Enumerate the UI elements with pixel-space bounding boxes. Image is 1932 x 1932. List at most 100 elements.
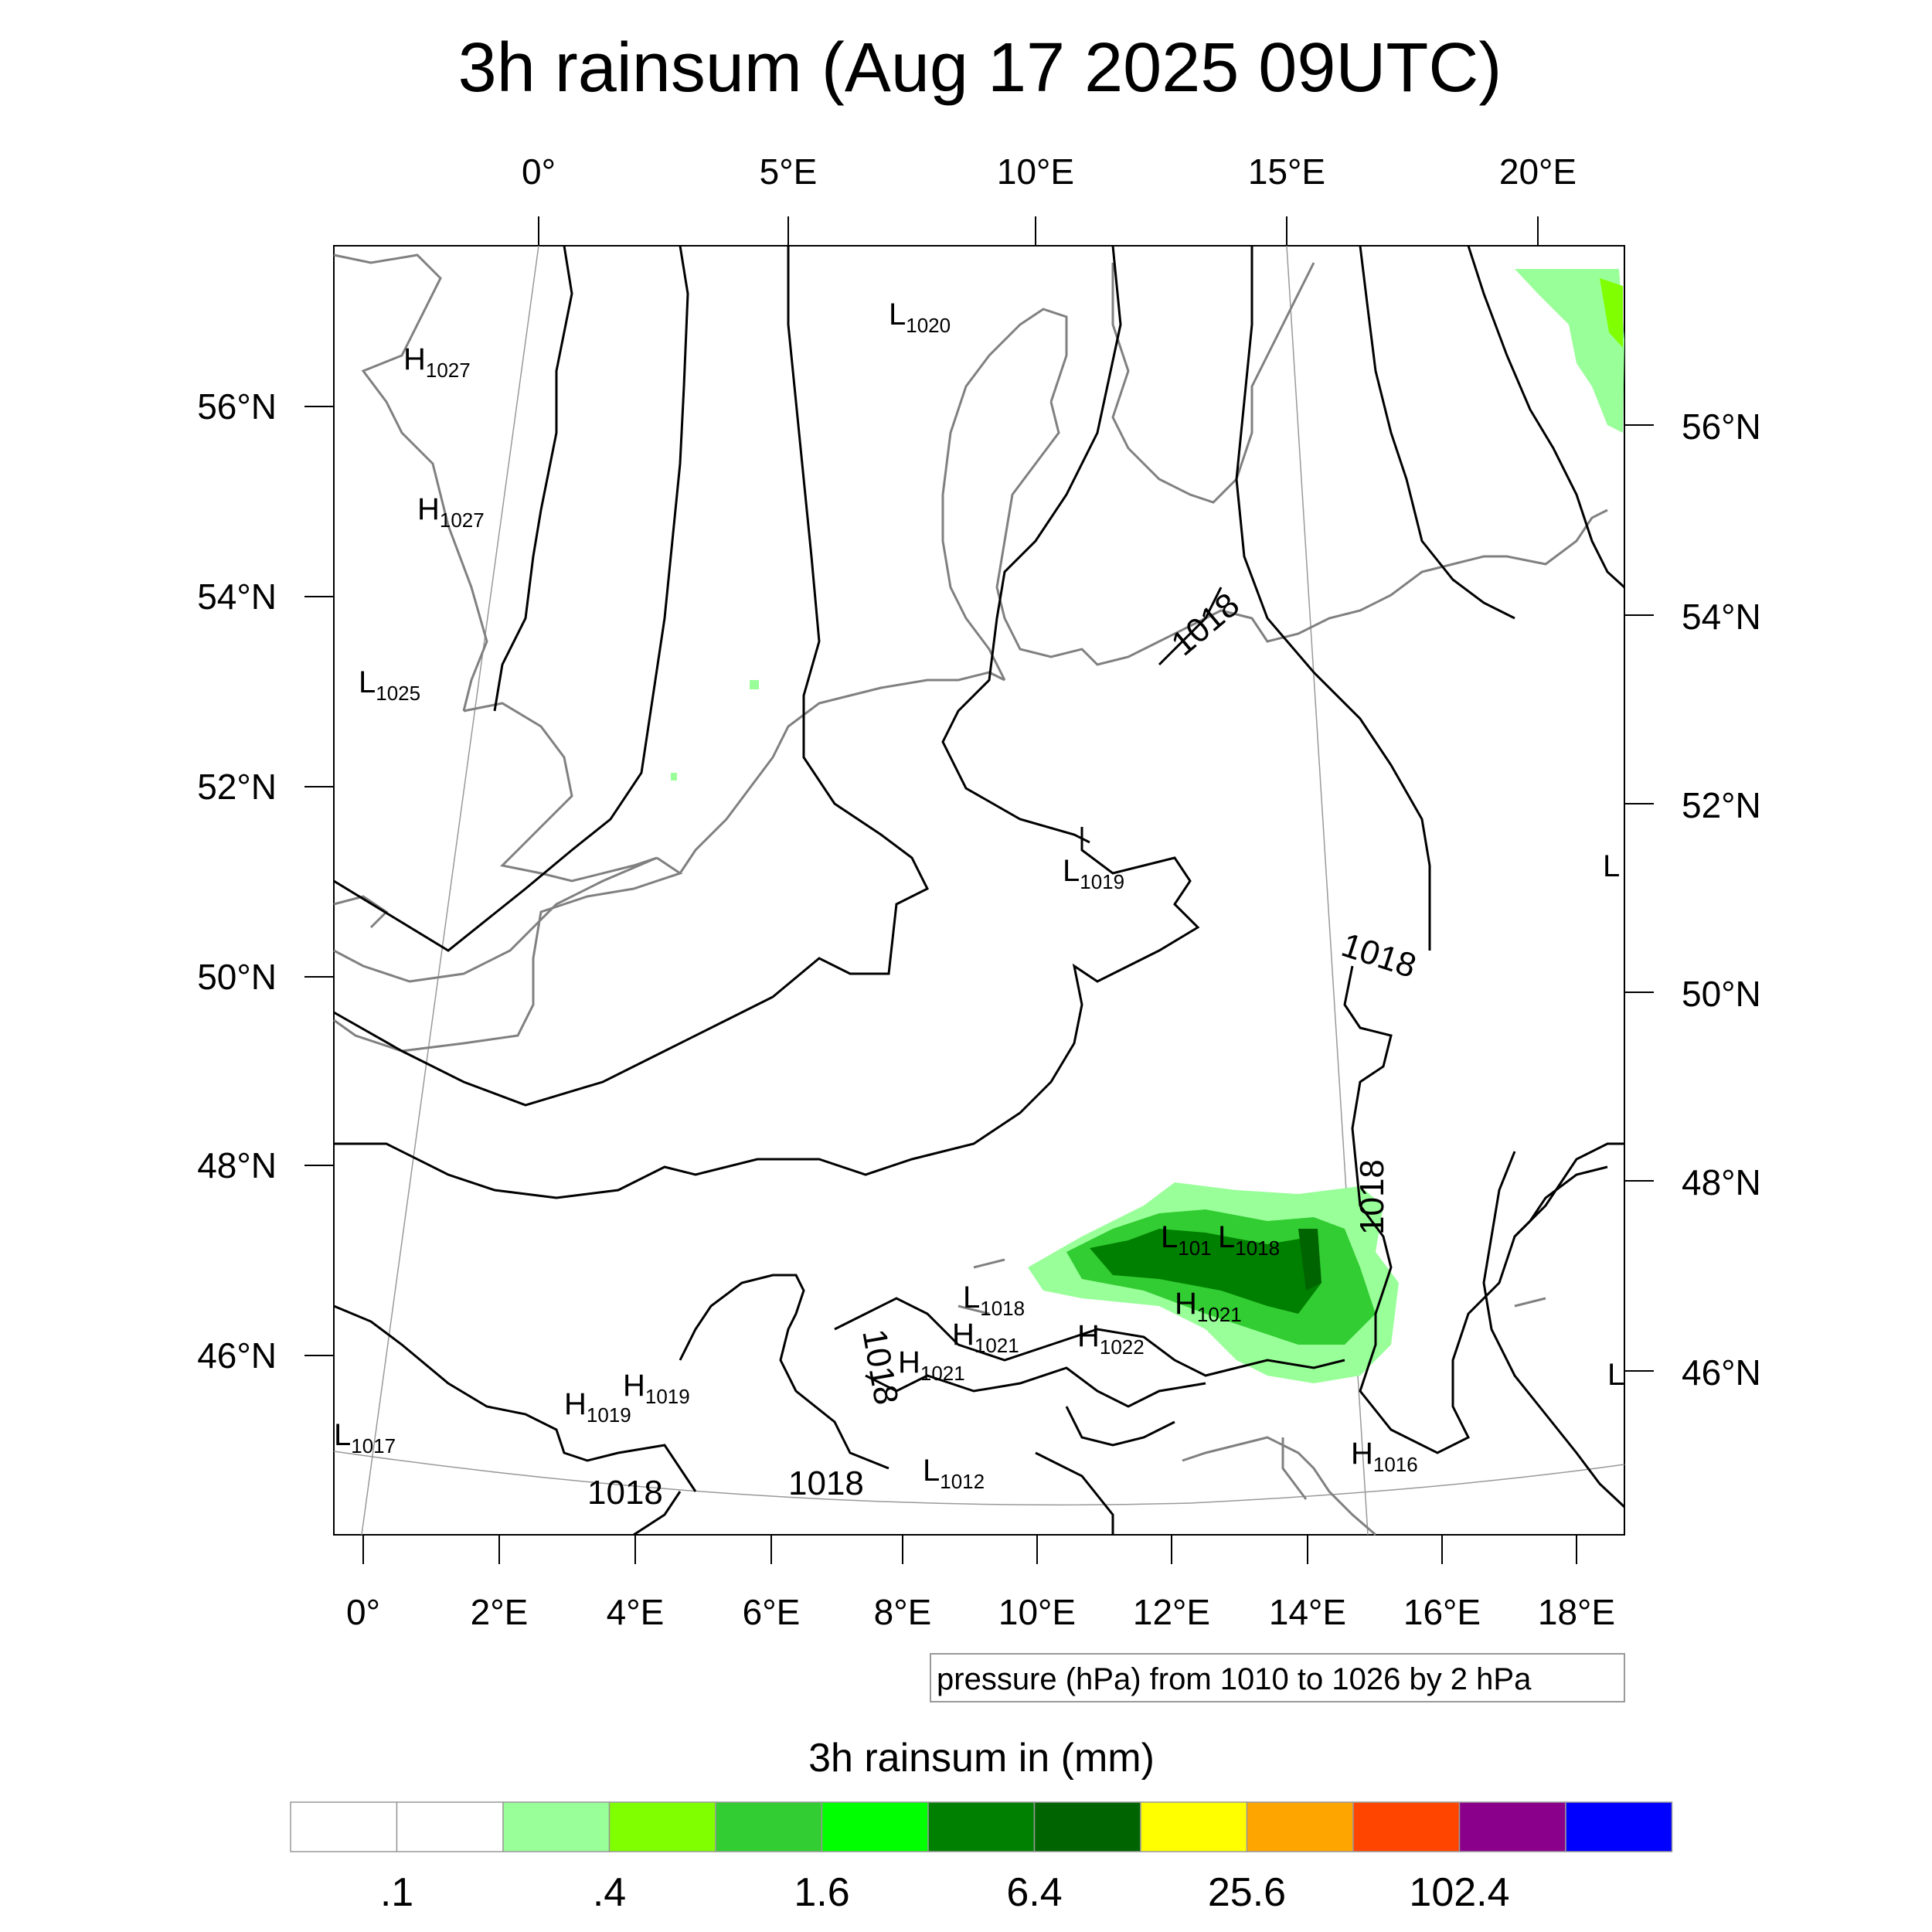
pressure-center: H1021 bbox=[1175, 1287, 1242, 1326]
coast-wales bbox=[333, 895, 389, 929]
bottom-ticks bbox=[362, 1535, 1577, 1564]
coast-benelux bbox=[679, 671, 1005, 874]
pressure-center: L1018 bbox=[1218, 1220, 1280, 1260]
colorbar-bin bbox=[290, 1801, 398, 1852]
right-latitude-labels: 56°N 54°N 52°N 50°N 48°N 46°N bbox=[1682, 406, 1761, 1393]
bottom-lon-label: 12°E bbox=[1133, 1592, 1210, 1632]
colorbar-tick-label: 1.6 bbox=[794, 1870, 849, 1915]
pressure-center: L1019 bbox=[1063, 854, 1124, 893]
top-lon-label: 5°E bbox=[760, 151, 818, 192]
pressure-center: L1017 bbox=[334, 1418, 396, 1458]
coast-england-south bbox=[333, 856, 658, 983]
coast-england-east bbox=[463, 702, 658, 883]
right-lat-label: 46°N bbox=[1682, 1352, 1761, 1393]
coast-alps-lakes bbox=[957, 1258, 1546, 1315]
map-title: 3h rainsum (Aug 17 2025 09UTC) bbox=[458, 29, 1502, 107]
pressure-center: L bbox=[1607, 1358, 1624, 1392]
colorbar-tick-label: 25.6 bbox=[1208, 1870, 1286, 1915]
left-lat-label: 50°N bbox=[197, 957, 277, 997]
isobar-east-2 bbox=[1467, 245, 1626, 589]
pressure-center: H1027 bbox=[417, 492, 485, 532]
colorbar-bin bbox=[1140, 1801, 1248, 1852]
right-lat-label: 50°N bbox=[1682, 974, 1761, 1014]
isobar-central-3 bbox=[334, 827, 1200, 1199]
colorbar-tick-labels: .1 .4 1.6 6.4 25.6 102.4 bbox=[380, 1870, 1510, 1915]
isobar-west-2 bbox=[333, 245, 689, 952]
pressure-center: H1019 bbox=[564, 1387, 631, 1427]
right-ticks bbox=[1624, 424, 1654, 1372]
coast-adriatic bbox=[1281, 1437, 1308, 1500]
bottom-lon-label: 14°E bbox=[1269, 1592, 1346, 1632]
isobar-label: 1018 bbox=[587, 1474, 663, 1512]
meridian-0 bbox=[361, 245, 539, 1536]
colorbar-bin bbox=[1352, 1801, 1461, 1852]
isobar-south-1018 bbox=[633, 1491, 682, 1536]
pressure-center: L1018 bbox=[963, 1281, 1025, 1320]
left-lat-label: 54°N bbox=[197, 577, 277, 617]
coast-france-north bbox=[333, 856, 683, 1053]
isobar-south-mid bbox=[679, 1274, 889, 1470]
colorbar-bin bbox=[396, 1801, 504, 1852]
rain-patch-small-1 bbox=[750, 680, 759, 689]
bottom-lon-label: 2°E bbox=[471, 1592, 529, 1632]
rain-patch-alps-core bbox=[1090, 1229, 1321, 1314]
isobar-upper-1 bbox=[1359, 245, 1515, 620]
map-frame bbox=[333, 245, 1625, 1536]
bottom-lon-label: 18°E bbox=[1538, 1592, 1615, 1632]
coast-germany-baltic bbox=[1158, 509, 1608, 643]
pressure-center: H1022 bbox=[1077, 1319, 1145, 1359]
rain-patch-baltic bbox=[1515, 269, 1624, 433]
isobar-east-1 bbox=[1235, 246, 1431, 951]
bottom-lon-label: 8°E bbox=[874, 1592, 932, 1632]
coast-germany-north bbox=[941, 308, 1068, 681]
pressure-center: H1016 bbox=[1351, 1437, 1418, 1476]
right-lat-label: 54°N bbox=[1682, 597, 1761, 637]
isobar-alps-1 bbox=[834, 1297, 1345, 1377]
top-lon-label: 20°E bbox=[1499, 151, 1577, 192]
isobars bbox=[333, 245, 1626, 1536]
colorbar-title: 3h rainsum in (mm) bbox=[808, 1736, 1155, 1781]
colorbar-tick-label: 6.4 bbox=[1006, 1870, 1062, 1915]
isobar-dk-1018 bbox=[1158, 587, 1223, 666]
left-lat-label: 52°N bbox=[197, 767, 277, 807]
isobar-central-1 bbox=[333, 246, 930, 1107]
rain-patch-alps-max bbox=[1298, 1229, 1321, 1291]
left-lat-label: 56°N bbox=[197, 386, 277, 427]
isobar-central-2 bbox=[941, 245, 1122, 844]
pressure-center: L1020 bbox=[889, 298, 951, 337]
bottom-longitude-labels: 0° 2°E 4°E 6°E 8°E 10°E 12°E 14°E 16°E 1… bbox=[346, 1592, 1615, 1632]
colorbar-tick-label: 102.4 bbox=[1409, 1870, 1509, 1915]
pressure-center: L bbox=[1603, 849, 1620, 883]
isobar-east-4 bbox=[1513, 1165, 1608, 1238]
top-lon-label: 0° bbox=[522, 151, 556, 192]
pressure-center: H1021 bbox=[898, 1345, 965, 1385]
map-panel bbox=[333, 245, 1626, 1536]
rain-patch-baltic-inner bbox=[1600, 278, 1623, 348]
colorbar-bin bbox=[1565, 1801, 1673, 1852]
bottom-lon-label: 4°E bbox=[607, 1592, 665, 1632]
pressure-center: L101 bbox=[1161, 1220, 1212, 1260]
bottom-lon-label: 6°E bbox=[743, 1592, 801, 1632]
top-lon-label: 15°E bbox=[1248, 151, 1325, 192]
isobar-alps-2 bbox=[865, 1366, 1206, 1408]
bottom-lon-label: 10°E bbox=[998, 1592, 1076, 1632]
left-lat-label: 46°N bbox=[197, 1335, 277, 1376]
top-ticks bbox=[538, 216, 1539, 246]
parallel-45n bbox=[333, 1451, 1625, 1506]
colorbar-bin bbox=[1246, 1801, 1354, 1852]
pressure-center: H1027 bbox=[403, 342, 471, 382]
pressure-note-text: pressure (hPa) from 1010 to 1026 by 2 hP… bbox=[937, 1662, 1532, 1696]
pressure-note: pressure (hPa) from 1010 to 1026 by 2 hP… bbox=[930, 1653, 1625, 1702]
colorbar-bin bbox=[1458, 1801, 1566, 1852]
colorbar-bin bbox=[927, 1801, 1036, 1852]
right-lat-label: 48°N bbox=[1682, 1162, 1761, 1202]
colorbar-tick-label: .1 bbox=[380, 1870, 413, 1915]
left-ticks bbox=[304, 406, 334, 1356]
bottom-lon-label: 16°E bbox=[1403, 1592, 1481, 1632]
colorbar-bin bbox=[502, 1801, 611, 1852]
left-latitude-labels: 56°N 54°N 52°N 50°N 48°N 46°N bbox=[197, 386, 277, 1376]
coast-italy-north bbox=[1182, 1436, 1376, 1536]
rain-field bbox=[671, 269, 1624, 1383]
colorbar-bin bbox=[608, 1801, 716, 1852]
